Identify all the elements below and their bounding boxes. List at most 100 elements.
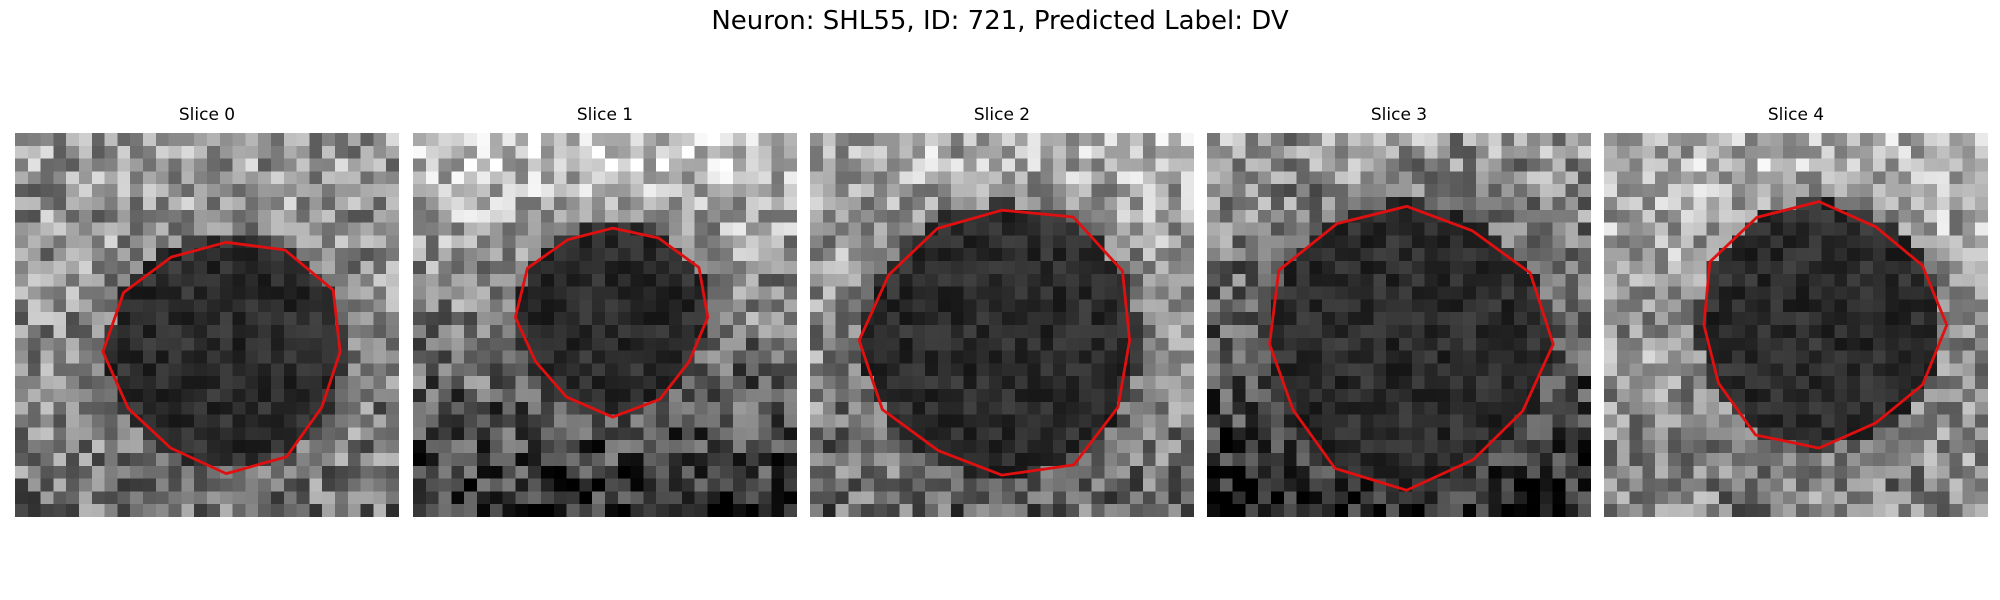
image-pixel xyxy=(1885,145,1899,159)
image-pixel xyxy=(1949,261,1963,275)
image-pixel xyxy=(66,273,80,287)
image-pixel xyxy=(309,209,323,223)
image-pixel xyxy=(1488,453,1502,467)
image-pixel xyxy=(1475,427,1489,441)
image-pixel xyxy=(271,504,285,517)
image-pixel xyxy=(464,261,478,275)
image-pixel xyxy=(1680,273,1694,287)
image-pixel xyxy=(130,478,144,492)
image-pixel xyxy=(1693,350,1707,364)
image-pixel xyxy=(1668,389,1682,403)
image-pixel xyxy=(1283,261,1297,275)
image-pixel xyxy=(1373,248,1387,262)
image-pixel xyxy=(1347,261,1361,275)
image-pixel xyxy=(1283,158,1297,172)
image-pixel xyxy=(168,363,182,377)
image-pixel xyxy=(950,325,964,339)
image-pixel xyxy=(669,478,683,492)
image-pixel xyxy=(886,478,900,492)
image-pixel xyxy=(771,363,785,377)
image-pixel xyxy=(1322,414,1336,428)
image-pixel xyxy=(271,350,285,364)
image-pixel xyxy=(1386,389,1400,403)
image-pixel xyxy=(1604,350,1618,364)
image-pixel xyxy=(579,363,593,377)
image-pixel xyxy=(1552,427,1566,441)
image-pixel xyxy=(91,133,105,147)
image-pixel xyxy=(66,478,80,492)
image-pixel xyxy=(1117,222,1131,236)
image-pixel xyxy=(79,184,93,198)
image-pixel xyxy=(360,273,374,287)
image-pixel xyxy=(1514,286,1528,300)
image-pixel xyxy=(79,248,93,262)
image-pixel xyxy=(271,184,285,198)
image-pixel xyxy=(502,478,516,492)
image-pixel xyxy=(1885,478,1899,492)
image-pixel xyxy=(1680,158,1694,172)
image-pixel xyxy=(1053,248,1067,262)
image-pixel xyxy=(130,376,144,390)
image-pixel xyxy=(643,491,657,505)
image-pixel xyxy=(1078,389,1092,403)
image-pixel xyxy=(1616,171,1630,185)
image-pixel xyxy=(643,235,657,249)
image-pixel xyxy=(1399,312,1413,326)
image-pixel xyxy=(1552,337,1566,351)
image-pixel xyxy=(66,427,80,441)
image-pixel xyxy=(219,363,233,377)
image-pixel xyxy=(1860,299,1874,313)
image-pixel xyxy=(1975,299,1988,313)
image-pixel xyxy=(1078,145,1092,159)
image-pixel xyxy=(1872,427,1886,441)
image-pixel xyxy=(1130,491,1144,505)
image-pixel xyxy=(1578,427,1591,441)
image-pixel xyxy=(1770,337,1784,351)
image-pixel xyxy=(848,325,862,339)
image-pixel xyxy=(579,286,593,300)
image-pixel xyxy=(1207,273,1221,287)
image-pixel xyxy=(1565,158,1579,172)
image-pixel xyxy=(1475,453,1489,467)
image-pixel xyxy=(1860,504,1874,517)
image-pixel xyxy=(822,248,836,262)
image-pixel xyxy=(1463,145,1477,159)
image-pixel xyxy=(1066,286,1080,300)
image-pixel xyxy=(592,478,606,492)
image-pixel xyxy=(1808,350,1822,364)
image-pixel xyxy=(477,453,491,467)
image-pixel xyxy=(1283,491,1297,505)
image-pixel xyxy=(1360,465,1374,479)
image-pixel xyxy=(1539,209,1553,223)
image-pixel xyxy=(27,171,41,185)
image-pixel xyxy=(848,145,862,159)
image-pixel xyxy=(194,184,208,198)
image-pixel xyxy=(694,350,708,364)
image-pixel xyxy=(271,197,285,211)
image-pixel xyxy=(1706,401,1720,415)
image-pixel xyxy=(1386,299,1400,313)
image-pixel xyxy=(1783,350,1797,364)
image-pixel xyxy=(1078,427,1092,441)
image-pixel xyxy=(143,171,157,185)
image-pixel xyxy=(155,299,169,313)
image-pixel xyxy=(1411,158,1425,172)
image-pixel xyxy=(848,401,862,415)
image-pixel xyxy=(425,440,439,454)
image-pixel xyxy=(1027,504,1041,517)
image-pixel xyxy=(1668,184,1682,198)
image-pixel xyxy=(528,171,542,185)
image-pixel xyxy=(1104,171,1118,185)
image-pixel xyxy=(566,478,580,492)
image-pixel xyxy=(1962,350,1976,364)
image-pixel xyxy=(1463,491,1477,505)
image-pixel xyxy=(1245,453,1259,467)
image-pixel xyxy=(617,389,631,403)
image-pixel xyxy=(938,158,952,172)
image-pixel xyxy=(477,376,491,390)
image-pixel xyxy=(656,337,670,351)
image-pixel xyxy=(1834,235,1848,249)
image-pixel xyxy=(643,273,657,287)
image-pixel xyxy=(271,171,285,185)
image-pixel xyxy=(1219,465,1233,479)
